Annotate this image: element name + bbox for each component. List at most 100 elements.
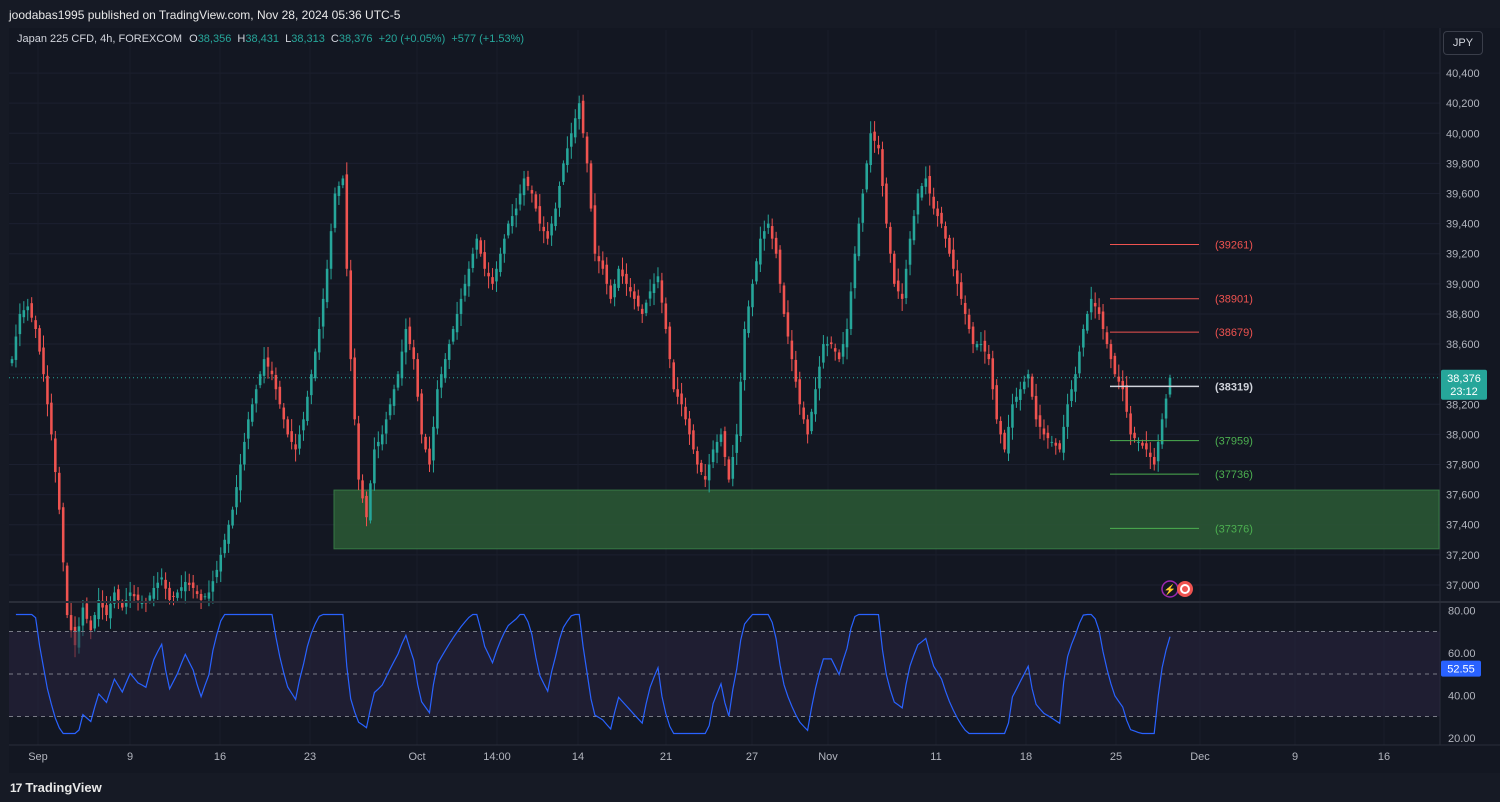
candle-body [10, 359, 14, 364]
candle-body [1026, 374, 1030, 379]
rsi-pane: 80.00 60.00 40.00 20.00 [9, 605, 1476, 745]
alert-icons[interactable]: ⚡ [1161, 580, 1193, 598]
candle-body [1121, 380, 1125, 390]
candle-body [735, 434, 739, 453]
candle-body [1007, 426, 1010, 454]
candle-body [806, 419, 809, 435]
candle-body [475, 238, 479, 250]
candle-body [975, 344, 979, 348]
rsi-tick-label: 40.00 [1448, 690, 1476, 702]
candle-body [160, 577, 163, 580]
candle-body [164, 579, 167, 589]
footer: 17 TradingView [0, 773, 1500, 802]
candle-body [1093, 302, 1097, 307]
candle-body [995, 385, 998, 420]
candle-body [577, 103, 581, 120]
candle-body [1015, 396, 1018, 402]
low-value: 38,313 [291, 33, 325, 45]
candle-body [526, 176, 530, 186]
candle-body [857, 223, 861, 257]
candle-body [396, 374, 400, 388]
candle-body [1058, 443, 1061, 450]
candle-body [770, 226, 774, 239]
time-tick-label: 16 [1378, 751, 1390, 763]
candle-body [172, 595, 175, 597]
candle-body [329, 231, 333, 269]
candle-body [152, 587, 156, 599]
candle-body [664, 303, 668, 330]
candle-body [361, 480, 364, 499]
candle-body [790, 340, 794, 360]
candle-body [1042, 428, 1046, 435]
candle-body [365, 495, 368, 518]
candle-body [400, 351, 404, 379]
candle-body [1086, 313, 1089, 331]
candle-body [479, 240, 482, 254]
candle-body [617, 268, 620, 288]
candle-body [668, 326, 672, 360]
currency-button[interactable]: JPY [1443, 31, 1483, 55]
close-value: 38,376 [338, 33, 373, 45]
candle-body [1011, 404, 1014, 428]
candle-body [187, 582, 191, 585]
close-label: C [330, 33, 339, 45]
candle-body [42, 347, 45, 375]
rsi-badge-value: 52.55 [1447, 664, 1475, 676]
candle-body [963, 302, 967, 314]
candle-body [1149, 452, 1152, 457]
symbol-legend: Japan 225 CFD, 4h, FOREXCOM O38,356 H38,… [17, 33, 524, 45]
candle-body [952, 249, 955, 269]
price-tick-label: 37,200 [1446, 550, 1480, 562]
candle-body [503, 238, 506, 254]
candle-body [195, 591, 199, 594]
candle-body [743, 329, 746, 381]
candle-body [739, 381, 742, 437]
candle-body [101, 600, 104, 608]
candle-body [644, 302, 648, 314]
candle-body [755, 261, 758, 282]
price-tick-label: 38,800 [1446, 309, 1480, 321]
candle-body [1164, 398, 1168, 419]
candle-body [798, 379, 802, 405]
time-tick-label: 16 [214, 751, 226, 763]
tradingview-logo[interactable]: 17 TradingView [10, 780, 102, 795]
candle-body [384, 419, 388, 434]
candle-body [684, 406, 687, 420]
candle-body [1117, 376, 1121, 382]
candle-body [589, 163, 593, 209]
candle-body [759, 238, 762, 265]
candle-body [845, 329, 849, 348]
candle-body [495, 268, 498, 282]
candle-body [436, 389, 439, 429]
candle-body [1145, 443, 1148, 450]
candle-body [723, 431, 727, 457]
candle-body [317, 329, 321, 353]
price-badge-countdown: 23:12 [1450, 386, 1478, 398]
candle-body [1109, 344, 1113, 360]
candle-body [373, 449, 376, 484]
candle-body [660, 280, 664, 303]
candle-body [1038, 415, 1042, 427]
candle-body [270, 370, 274, 375]
candle-body [89, 620, 93, 631]
candle-body [920, 185, 924, 198]
candle-body [455, 313, 459, 333]
candle-body [424, 436, 427, 450]
time-tick-label: Oct [408, 751, 425, 763]
candle-body [971, 326, 975, 345]
candle-body [156, 582, 160, 588]
candle-body [948, 237, 951, 254]
candle-body [105, 605, 108, 616]
candle-body [731, 456, 735, 479]
candle-body [57, 472, 61, 510]
candle-body [408, 326, 412, 345]
candle-body [1156, 441, 1160, 462]
candle-body [1105, 332, 1109, 345]
price-tick-label: 37,400 [1446, 520, 1480, 532]
candle-body [1054, 442, 1058, 446]
candle-body [282, 407, 286, 420]
candle-body [1101, 311, 1105, 330]
candle-body [353, 357, 356, 420]
candle-body [81, 607, 85, 626]
